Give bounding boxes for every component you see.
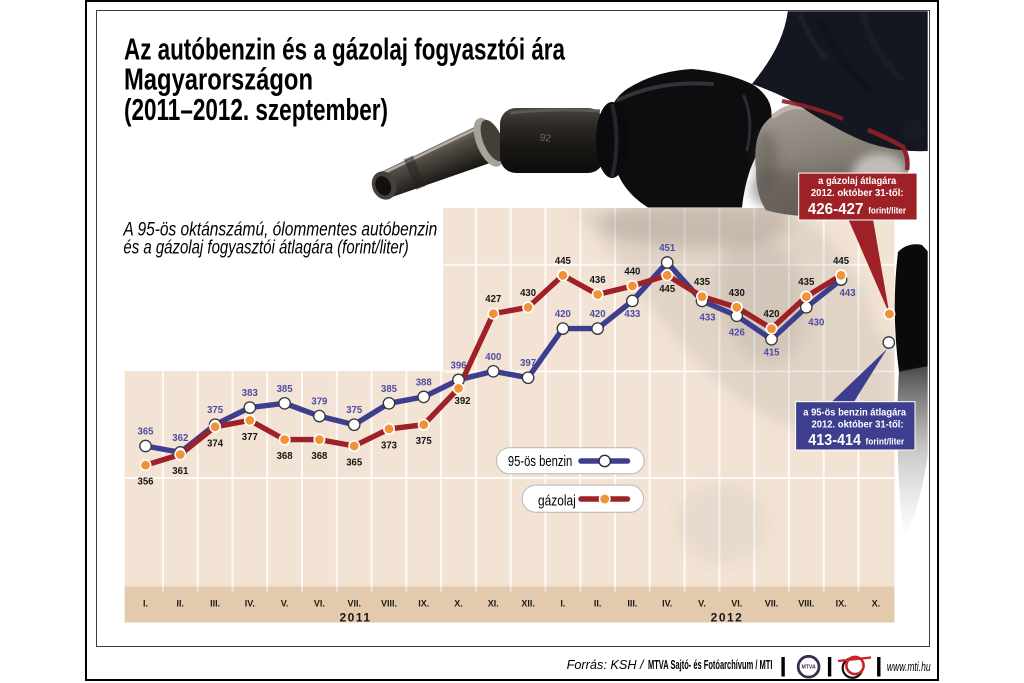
svg-text:365: 365 [346,457,362,469]
svg-text:(2011–2012. szeptember): (2011–2012. szeptember) [124,92,388,127]
svg-text:www.mti.hu: www.mti.hu [887,660,931,674]
svg-text:MTVA: MTVA [801,665,816,671]
svg-text:VI.: VI. [731,599,742,609]
svg-text:445: 445 [555,255,571,267]
svg-text:2012: 2012 [711,611,744,625]
svg-text:397: 397 [520,357,536,369]
svg-text:VIII.: VIII. [381,599,397,609]
svg-text:A 95-ös oktánszámú, ólommentes: A 95-ös oktánszámú, ólommentes autóbenzi… [123,220,438,241]
svg-text:430: 430 [729,287,745,299]
svg-text:392: 392 [455,395,471,407]
svg-text:I.: I. [560,599,565,609]
svg-text:375: 375 [416,435,432,447]
svg-text:430: 430 [520,287,536,299]
svg-text:413-414: 413-414 [808,432,861,449]
svg-text:443: 443 [840,287,856,299]
svg-text:385: 385 [381,383,397,395]
svg-text:435: 435 [798,276,814,288]
svg-text:433: 433 [700,311,716,323]
svg-text:368: 368 [277,450,293,462]
svg-text:365: 365 [138,426,154,438]
svg-text:379: 379 [311,396,327,408]
svg-text:IX.: IX. [836,599,847,609]
svg-text:V.: V. [698,599,706,609]
svg-text:2012. október 31-től:: 2012. október 31-től: [811,188,904,199]
svg-text:VII.: VII. [347,599,361,609]
svg-text:356: 356 [138,476,154,488]
svg-text:gázolaj: gázolaj [538,492,576,509]
svg-text:377: 377 [242,431,258,443]
svg-text:Magyarországon: Magyarországon [124,62,313,97]
svg-text:III.: III. [210,599,220,609]
svg-text:445: 445 [833,255,849,267]
svg-text:430: 430 [808,316,824,328]
svg-text:2011: 2011 [339,611,371,625]
svg-text:Az autóbenzin és a gázolaj fog: Az autóbenzin és a gázolaj fogyasztói ár… [124,32,566,67]
svg-text:VII.: VII. [765,599,779,609]
svg-text:420: 420 [555,308,571,320]
svg-text:III.: III. [627,599,637,609]
svg-text:II.: II. [177,599,185,609]
svg-text:368: 368 [311,450,327,462]
svg-text:IV.: IV. [245,599,255,609]
svg-text:440: 440 [624,266,640,278]
svg-text:361: 361 [172,465,188,477]
svg-text:400: 400 [485,351,501,363]
svg-text:forint/liter: forint/liter [866,436,905,447]
svg-text:forint/liter: forint/liter [868,205,906,216]
svg-text:426-427: 426-427 [808,201,864,218]
svg-text:I.: I. [143,599,148,609]
svg-text:433: 433 [624,308,640,320]
svg-text:és a gázolaj fogyasztói átlagá: és a gázolaj fogyasztói átlagára (forint… [123,237,408,258]
svg-text:2012. október 31-től:: 2012. október 31-től: [812,420,904,431]
svg-text:396: 396 [451,359,467,371]
svg-text:388: 388 [416,376,432,388]
svg-text:II.: II. [594,599,602,609]
svg-text:V.: V. [281,599,289,609]
svg-text:415: 415 [764,346,780,358]
svg-text:XII.: XII. [521,599,535,609]
svg-text:362: 362 [172,432,188,444]
svg-text:IV.: IV. [662,599,672,609]
svg-text:IX.: IX. [418,599,429,609]
svg-text:92: 92 [539,132,552,145]
svg-text:375: 375 [346,404,362,416]
svg-text:385: 385 [277,383,293,395]
svg-text:XI.: XI. [488,599,499,609]
svg-text:373: 373 [381,439,397,451]
svg-text:95-ös benzin: 95-ös benzin [508,453,572,470]
svg-text:VI.: VI. [314,599,325,609]
svg-text:VIII.: VIII. [798,599,814,609]
svg-text:420: 420 [764,308,780,320]
svg-text:435: 435 [694,276,710,288]
svg-text:420: 420 [590,308,606,320]
svg-text:383: 383 [242,387,258,399]
svg-text:Forrás: KSH /: Forrás: KSH / [567,657,645,672]
svg-text:374: 374 [207,437,223,449]
svg-text:X.: X. [872,599,881,609]
svg-text:375: 375 [207,404,223,416]
svg-text:426: 426 [729,326,745,338]
svg-text:a gázolaj átlagára: a gázolaj átlagára [818,176,897,187]
svg-text:445: 445 [659,283,675,295]
svg-text:MTVA Sajtó- és Fotóarchívum /: MTVA Sajtó- és Fotóarchívum / MTI [648,657,772,672]
svg-text:436: 436 [590,274,606,286]
svg-text:a 95-ös benzin átlagára: a 95-ös benzin átlagára [803,408,906,419]
svg-text:427: 427 [485,293,501,305]
svg-text:X.: X. [454,599,463,609]
svg-text:451: 451 [659,242,675,254]
